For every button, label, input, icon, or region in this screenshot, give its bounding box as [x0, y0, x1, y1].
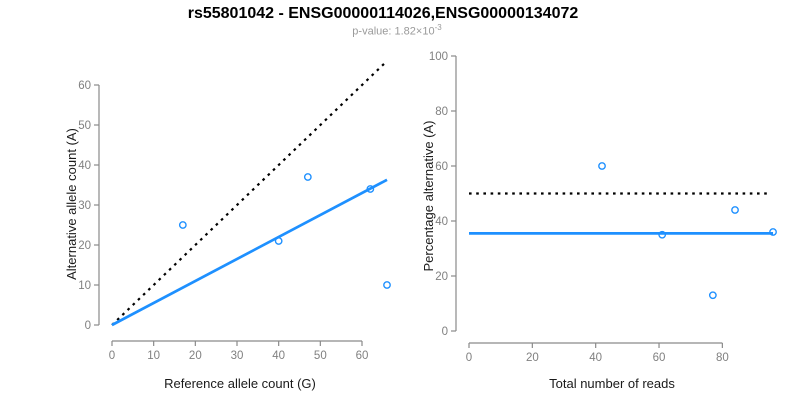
- x-axis-title: Total number of reads: [549, 376, 675, 391]
- pvalue-label: p-value:: [352, 25, 395, 38]
- y-tick-label: 0: [85, 320, 91, 332]
- y-tick-label: 100: [429, 51, 448, 63]
- x-tick-label: 30: [231, 350, 244, 362]
- data-point: [658, 230, 667, 239]
- x-tick-label: 60: [356, 350, 369, 362]
- x-tick-label: 40: [272, 350, 285, 362]
- data-point: [303, 173, 312, 181]
- y-tick-label: 10: [78, 280, 91, 292]
- data-point: [598, 162, 606, 170]
- x-tick-label: 50: [314, 350, 327, 362]
- fit-line: [111, 178, 388, 327]
- y-tick-label: 20: [435, 271, 448, 283]
- chart-subtitle: p-value: 1.82×10-3: [0, 23, 794, 38]
- y-tick-label: 80: [435, 106, 448, 118]
- x-tick-label: 20: [189, 350, 202, 362]
- x-tick-label: 0: [109, 350, 115, 362]
- x-tick-label: 60: [653, 352, 666, 364]
- pvalue-exponent: -3: [434, 23, 442, 32]
- panel-percentage-vs-reads: 0 20 40 60 80 100 0 20 40 60 80 Total number of rea…: [421, 51, 777, 391]
- chart-title: rs55801042 - ENSG00000114026,ENSG0000013…: [187, 5, 579, 22]
- data-point: [366, 185, 375, 193]
- pvalue-mantissa: 1.82×10: [394, 25, 435, 38]
- y-tick-label: 20: [78, 240, 91, 252]
- x-tick-label: 80: [716, 352, 729, 364]
- x-tick-label: 0: [466, 352, 472, 364]
- y-tick-label: 30: [78, 200, 91, 212]
- data-point: [731, 206, 739, 214]
- y-tick-label: 40: [435, 216, 448, 228]
- y-tick-label: 40: [78, 160, 91, 172]
- panel-allele-counts: 0 10 20 30 40 50 60 0 10 20 30 40 50 60 Reference alle…: [64, 60, 391, 391]
- identity-line: [111, 60, 388, 326]
- y-tick-label: 50: [78, 120, 91, 132]
- y-tick-label: 60: [435, 161, 448, 173]
- x-tick-label: 40: [589, 352, 602, 364]
- data-point: [178, 221, 187, 229]
- x-tick-label: 20: [526, 352, 539, 364]
- y-tick-label: 60: [78, 80, 91, 92]
- y-tick-label: 0: [442, 326, 448, 338]
- y-axis-title: Alternative allele count (A): [64, 128, 79, 280]
- x-tick-label: 10: [147, 350, 160, 362]
- data-point: [383, 281, 391, 289]
- data-point: [708, 291, 717, 300]
- data-point: [274, 237, 283, 245]
- y-axis-title: Percentage alternative (A): [421, 120, 436, 271]
- data-point: [769, 228, 777, 236]
- x-axis-title: Reference allele count (G): [164, 376, 316, 391]
